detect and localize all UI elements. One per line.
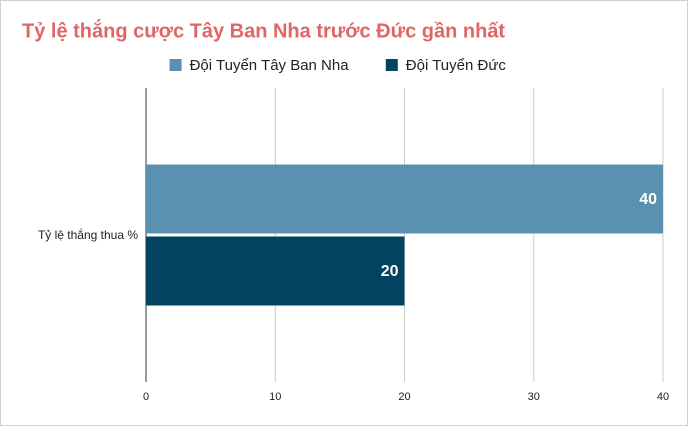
x-tick-label: 10 (269, 391, 281, 403)
y-tick-label: Tỷ lệ thắng thua % (38, 227, 138, 242)
bar (146, 236, 405, 306)
x-tick-label: 40 (657, 391, 669, 403)
bar-value-label: 40 (639, 191, 657, 208)
x-tick-label: 0 (143, 391, 149, 403)
legend-swatch (169, 59, 182, 71)
chart-title: Tỷ lệ thắng cược Tây Ban Nha trước Đức g… (22, 18, 505, 42)
legend-label: Đội Tuyển Đức (406, 57, 507, 74)
legend-swatch (385, 59, 398, 71)
bar-value-label: 20 (381, 263, 399, 280)
bar (146, 164, 663, 234)
legend-label: Đội Tuyển Tây Ban Nha (190, 57, 350, 74)
x-tick-label: 30 (528, 391, 540, 403)
x-tick-label: 20 (398, 391, 410, 403)
